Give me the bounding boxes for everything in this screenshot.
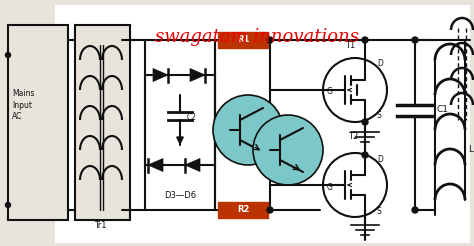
Bar <box>55 5 470 243</box>
Text: swagatam innovations: swagatam innovations <box>155 28 359 46</box>
Text: G: G <box>327 88 333 96</box>
Text: G: G <box>327 183 333 191</box>
Bar <box>218 32 268 48</box>
Text: Mains
Input
AC: Mains Input AC <box>12 89 35 121</box>
Circle shape <box>323 153 387 217</box>
Text: Tr1: Tr1 <box>94 220 106 230</box>
Circle shape <box>412 37 418 43</box>
Circle shape <box>6 52 10 58</box>
Circle shape <box>6 202 10 207</box>
Text: R1: R1 <box>237 35 249 45</box>
Polygon shape <box>153 68 168 81</box>
Bar <box>218 202 268 218</box>
Polygon shape <box>148 158 163 171</box>
Text: D: D <box>377 154 383 164</box>
Text: L1: L1 <box>468 145 474 154</box>
Text: C1: C1 <box>437 106 449 114</box>
Text: T2: T2 <box>348 132 358 141</box>
Text: C2: C2 <box>187 113 197 123</box>
Bar <box>8 25 68 220</box>
Polygon shape <box>185 158 200 171</box>
Text: S: S <box>377 111 382 121</box>
Text: D: D <box>377 60 383 68</box>
Polygon shape <box>190 68 205 81</box>
Text: T1: T1 <box>345 41 355 50</box>
Circle shape <box>213 95 283 165</box>
Text: D3—D6: D3—D6 <box>164 190 196 200</box>
Text: S: S <box>377 206 382 215</box>
Circle shape <box>267 37 273 43</box>
Circle shape <box>267 207 273 213</box>
Circle shape <box>253 115 323 185</box>
Bar <box>145 40 215 210</box>
Bar <box>75 25 130 220</box>
Text: R2: R2 <box>237 205 249 215</box>
Circle shape <box>362 37 368 43</box>
Circle shape <box>362 119 368 125</box>
Circle shape <box>323 58 387 122</box>
Circle shape <box>412 207 418 213</box>
Circle shape <box>362 152 368 158</box>
